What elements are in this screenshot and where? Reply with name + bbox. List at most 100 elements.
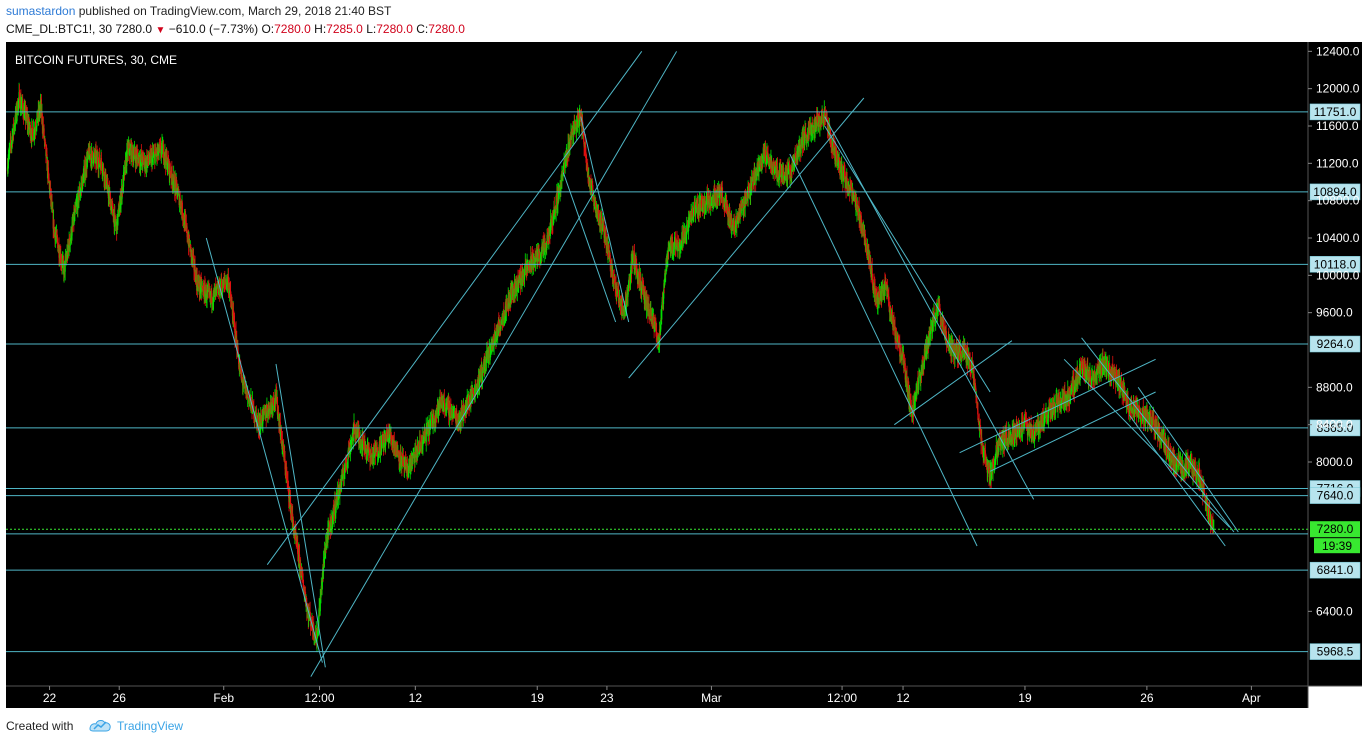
- price-chart[interactable]: 11751.010894.010118.09264.08365.07716.07…: [0, 42, 1370, 708]
- candle: [661, 304, 663, 325]
- time-axis[interactable]: [6, 686, 1308, 708]
- time-tick-label: 19: [531, 691, 545, 705]
- price-tick-label: 9600.0: [1316, 306, 1353, 320]
- tradingview-logo-icon[interactable]: [88, 717, 112, 733]
- candle: [687, 210, 690, 240]
- plot-area[interactable]: [6, 42, 1308, 686]
- trend-line[interactable]: [824, 116, 1035, 500]
- candles-layer: [6, 82, 1215, 653]
- close-label: C:: [416, 22, 429, 36]
- trend-line[interactable]: [205, 237, 323, 663]
- level-label: 8365.0: [1309, 419, 1361, 437]
- price-tick-label: 10800.0: [1316, 194, 1360, 208]
- candle: [104, 168, 106, 189]
- time-tick-label: 26: [1140, 691, 1154, 705]
- trend-line[interactable]: [266, 51, 643, 565]
- candle: [670, 234, 673, 250]
- level-label: 6841.0: [1309, 561, 1361, 579]
- price-tick-label: 11200.0: [1316, 156, 1359, 170]
- level-label: 10118.0: [1309, 256, 1361, 273]
- tradingview-brand-link[interactable]: TradingView: [117, 719, 184, 733]
- open-label: O:: [261, 22, 275, 36]
- chart-title: BITCOIN FUTURES, 30, CME: [15, 53, 177, 67]
- candle: [841, 156, 843, 185]
- time-tick-label: 22: [43, 691, 57, 705]
- candle: [552, 224, 554, 234]
- countdown-label: 19:39: [1314, 538, 1360, 554]
- time-tick-label: 19: [1018, 691, 1032, 705]
- trend-line[interactable]: [1063, 358, 1230, 528]
- candle: [876, 286, 878, 310]
- level-label: 7640.0: [1309, 487, 1361, 504]
- trend-line[interactable]: [824, 125, 991, 393]
- trend-line[interactable]: [310, 51, 678, 677]
- candle: [795, 157, 797, 166]
- price-tick-label: 11600.0: [1316, 119, 1359, 133]
- candle: [78, 196, 80, 209]
- open-value: 7280.0: [274, 22, 311, 36]
- candle: [1209, 501, 1211, 527]
- trend-line[interactable]: [1129, 415, 1226, 547]
- high-label: H:: [314, 22, 327, 36]
- candle: [402, 453, 404, 467]
- time-tick-label: Mar: [701, 691, 722, 705]
- trend-line[interactable]: [275, 363, 326, 668]
- time-tick-label: 12:00: [827, 691, 857, 705]
- candle: [122, 164, 125, 194]
- trend-lines-layer: [205, 51, 1239, 677]
- candle: [112, 203, 114, 217]
- trend-line[interactable]: [562, 172, 617, 323]
- time-tick-label: 12:00: [305, 691, 335, 705]
- candle: [412, 448, 414, 465]
- time-axis-ticks: 22 26 Feb 12:00 12 19 23 Mar 12:00 12 19 26 Apr: [43, 686, 1261, 705]
- candle: [855, 190, 857, 217]
- trend-line[interactable]: [959, 358, 1156, 454]
- footer: Created with TradingView: [0, 708, 1370, 744]
- chart-header: sumastardon published on TradingView.com…: [0, 0, 1370, 42]
- time-tick-label: Feb: [213, 691, 234, 705]
- candle: [914, 391, 916, 410]
- candle: [1005, 421, 1008, 446]
- candle: [478, 370, 481, 396]
- last-price-label: 7280.0: [1310, 521, 1360, 538]
- price-axis[interactable]: [1308, 42, 1362, 686]
- trend-line[interactable]: [789, 153, 978, 547]
- price-axis-ticks: 12400.0 12000.0 11600.0 11200.0 10800.0 10400…: [1308, 44, 1360, 618]
- price-tick-label: 8000.0: [1316, 455, 1353, 469]
- candle: [750, 190, 752, 205]
- trend-line[interactable]: [628, 97, 865, 379]
- trend-line[interactable]: [894, 340, 1013, 426]
- trend-line[interactable]: [580, 116, 630, 323]
- candle: [68, 234, 71, 246]
- level-label: 11751.0: [1309, 103, 1361, 121]
- price-tick-label: 10000.0: [1316, 268, 1360, 282]
- horizontal-levels-layer: 11751.010894.010118.09264.08365.07716.07…: [6, 103, 1361, 660]
- candle: [21, 105, 23, 116]
- time-tick-label: 12: [409, 691, 423, 705]
- change-value: −610.0 (−7.73%): [168, 22, 259, 36]
- candle: [605, 227, 607, 256]
- last-price-marker: 7280.019:39: [6, 521, 1360, 554]
- candle: [824, 106, 826, 126]
- ohlc-line: CME_DL:BTC1!, 30 7280.0 ▼ −610.0 (−7.73%…: [6, 22, 465, 36]
- symbol-label: CME_DL:BTC1!, 30: [6, 22, 113, 36]
- candle: [443, 389, 445, 405]
- price-tick-label: 12000.0: [1316, 82, 1360, 96]
- candle: [650, 307, 652, 327]
- price-tick-label: 8400.0: [1316, 418, 1353, 432]
- last-value: 7280.0: [115, 22, 153, 36]
- high-value: 7285.0: [326, 22, 363, 36]
- candle: [888, 296, 890, 313]
- trend-line[interactable]: [989, 391, 1156, 472]
- time-tick-label: 26: [113, 691, 127, 705]
- author-link[interactable]: sumastardon: [6, 4, 76, 18]
- candle: [695, 195, 697, 213]
- low-label: L:: [366, 22, 377, 36]
- candle: [931, 317, 934, 339]
- trend-line[interactable]: [1137, 387, 1239, 533]
- publish-line: sumastardon published on TradingView.com…: [6, 4, 391, 18]
- trend-line[interactable]: [1081, 337, 1235, 533]
- candle: [520, 264, 522, 280]
- candle: [981, 429, 983, 442]
- candle: [179, 190, 181, 206]
